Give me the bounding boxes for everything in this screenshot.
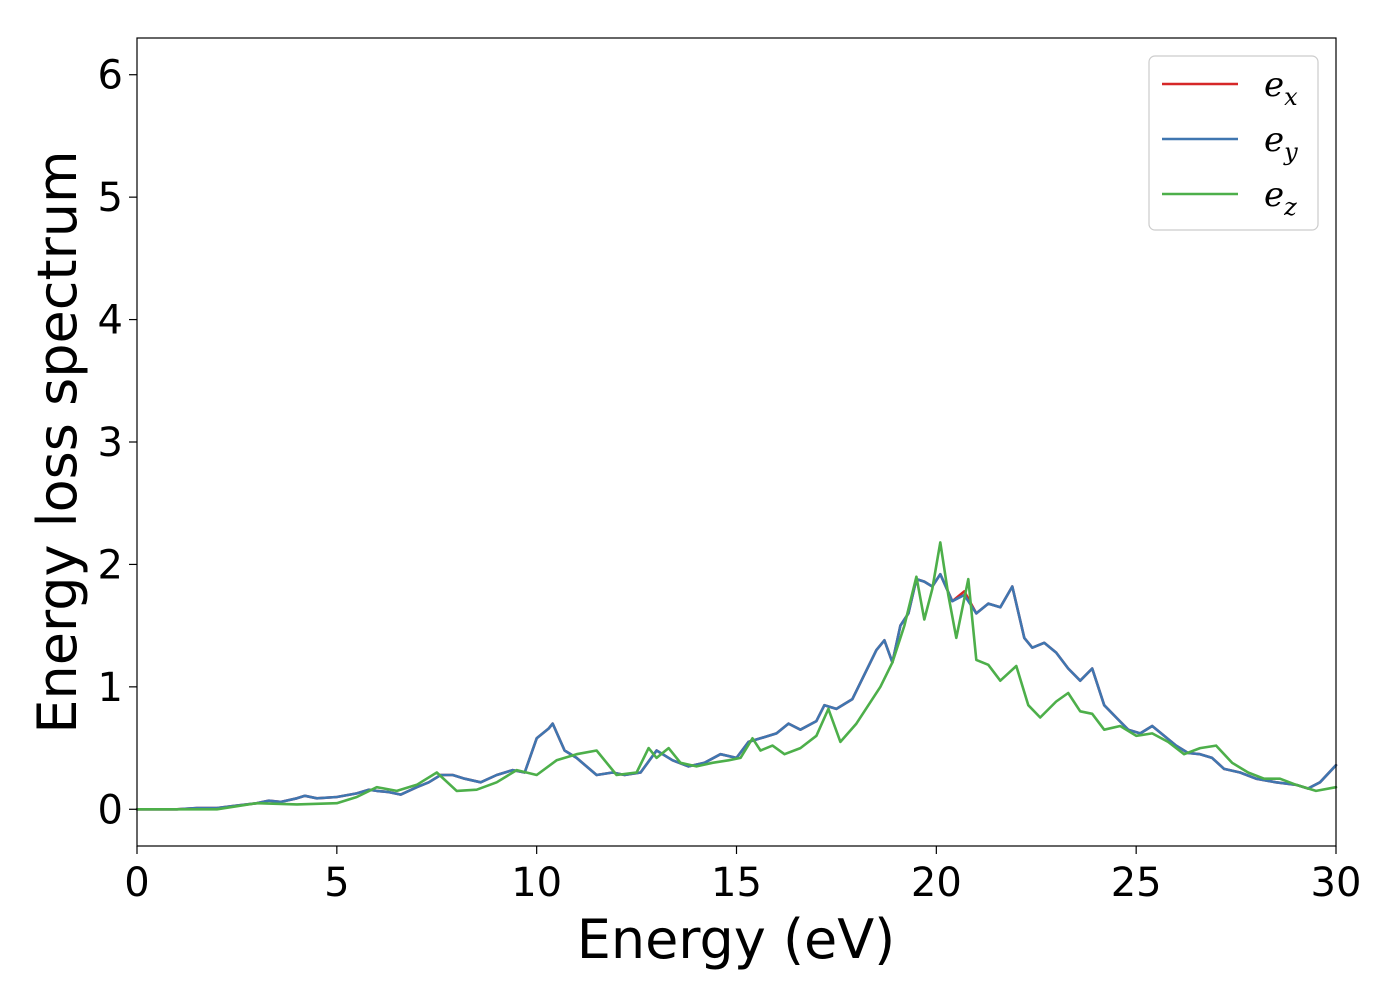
x-tick-label: 15 [711,860,762,906]
x-tick-label: 25 [1111,860,1162,906]
y-tick-label: 1 [98,665,123,711]
legend: ex ey ez [1148,55,1319,231]
y-tick-label: 5 [98,175,123,221]
x-axis-ticks: 0 5 10 15 20 25 30 [124,846,1361,906]
plot-background [137,38,1336,846]
x-tick-label: 5 [324,860,349,906]
y-tick-label: 0 [98,787,123,833]
y-tick-label: 2 [98,542,123,588]
legend-label-ex: ex [1264,65,1298,111]
y-tick-label: 4 [98,298,123,344]
legend-box [1148,55,1319,231]
y-axis-title: Energy loss spectrum [26,150,89,733]
x-tick-label: 10 [511,860,562,906]
y-axis-ticks: 0 1 2 3 4 5 6 [98,53,137,833]
x-tick-label: 20 [911,860,962,906]
series-lines [135,541,1338,811]
legend-label-ez: ez [1264,175,1297,221]
series-line-ez [135,541,1338,811]
x-axis-title: Energy (eV) [577,908,896,971]
x-tick-label: 0 [124,860,149,906]
x-tick-label: 30 [1311,860,1362,906]
y-tick-label: 3 [98,420,123,466]
y-tick-label: 6 [98,53,123,99]
legend-label-ey: ey [1264,120,1298,166]
